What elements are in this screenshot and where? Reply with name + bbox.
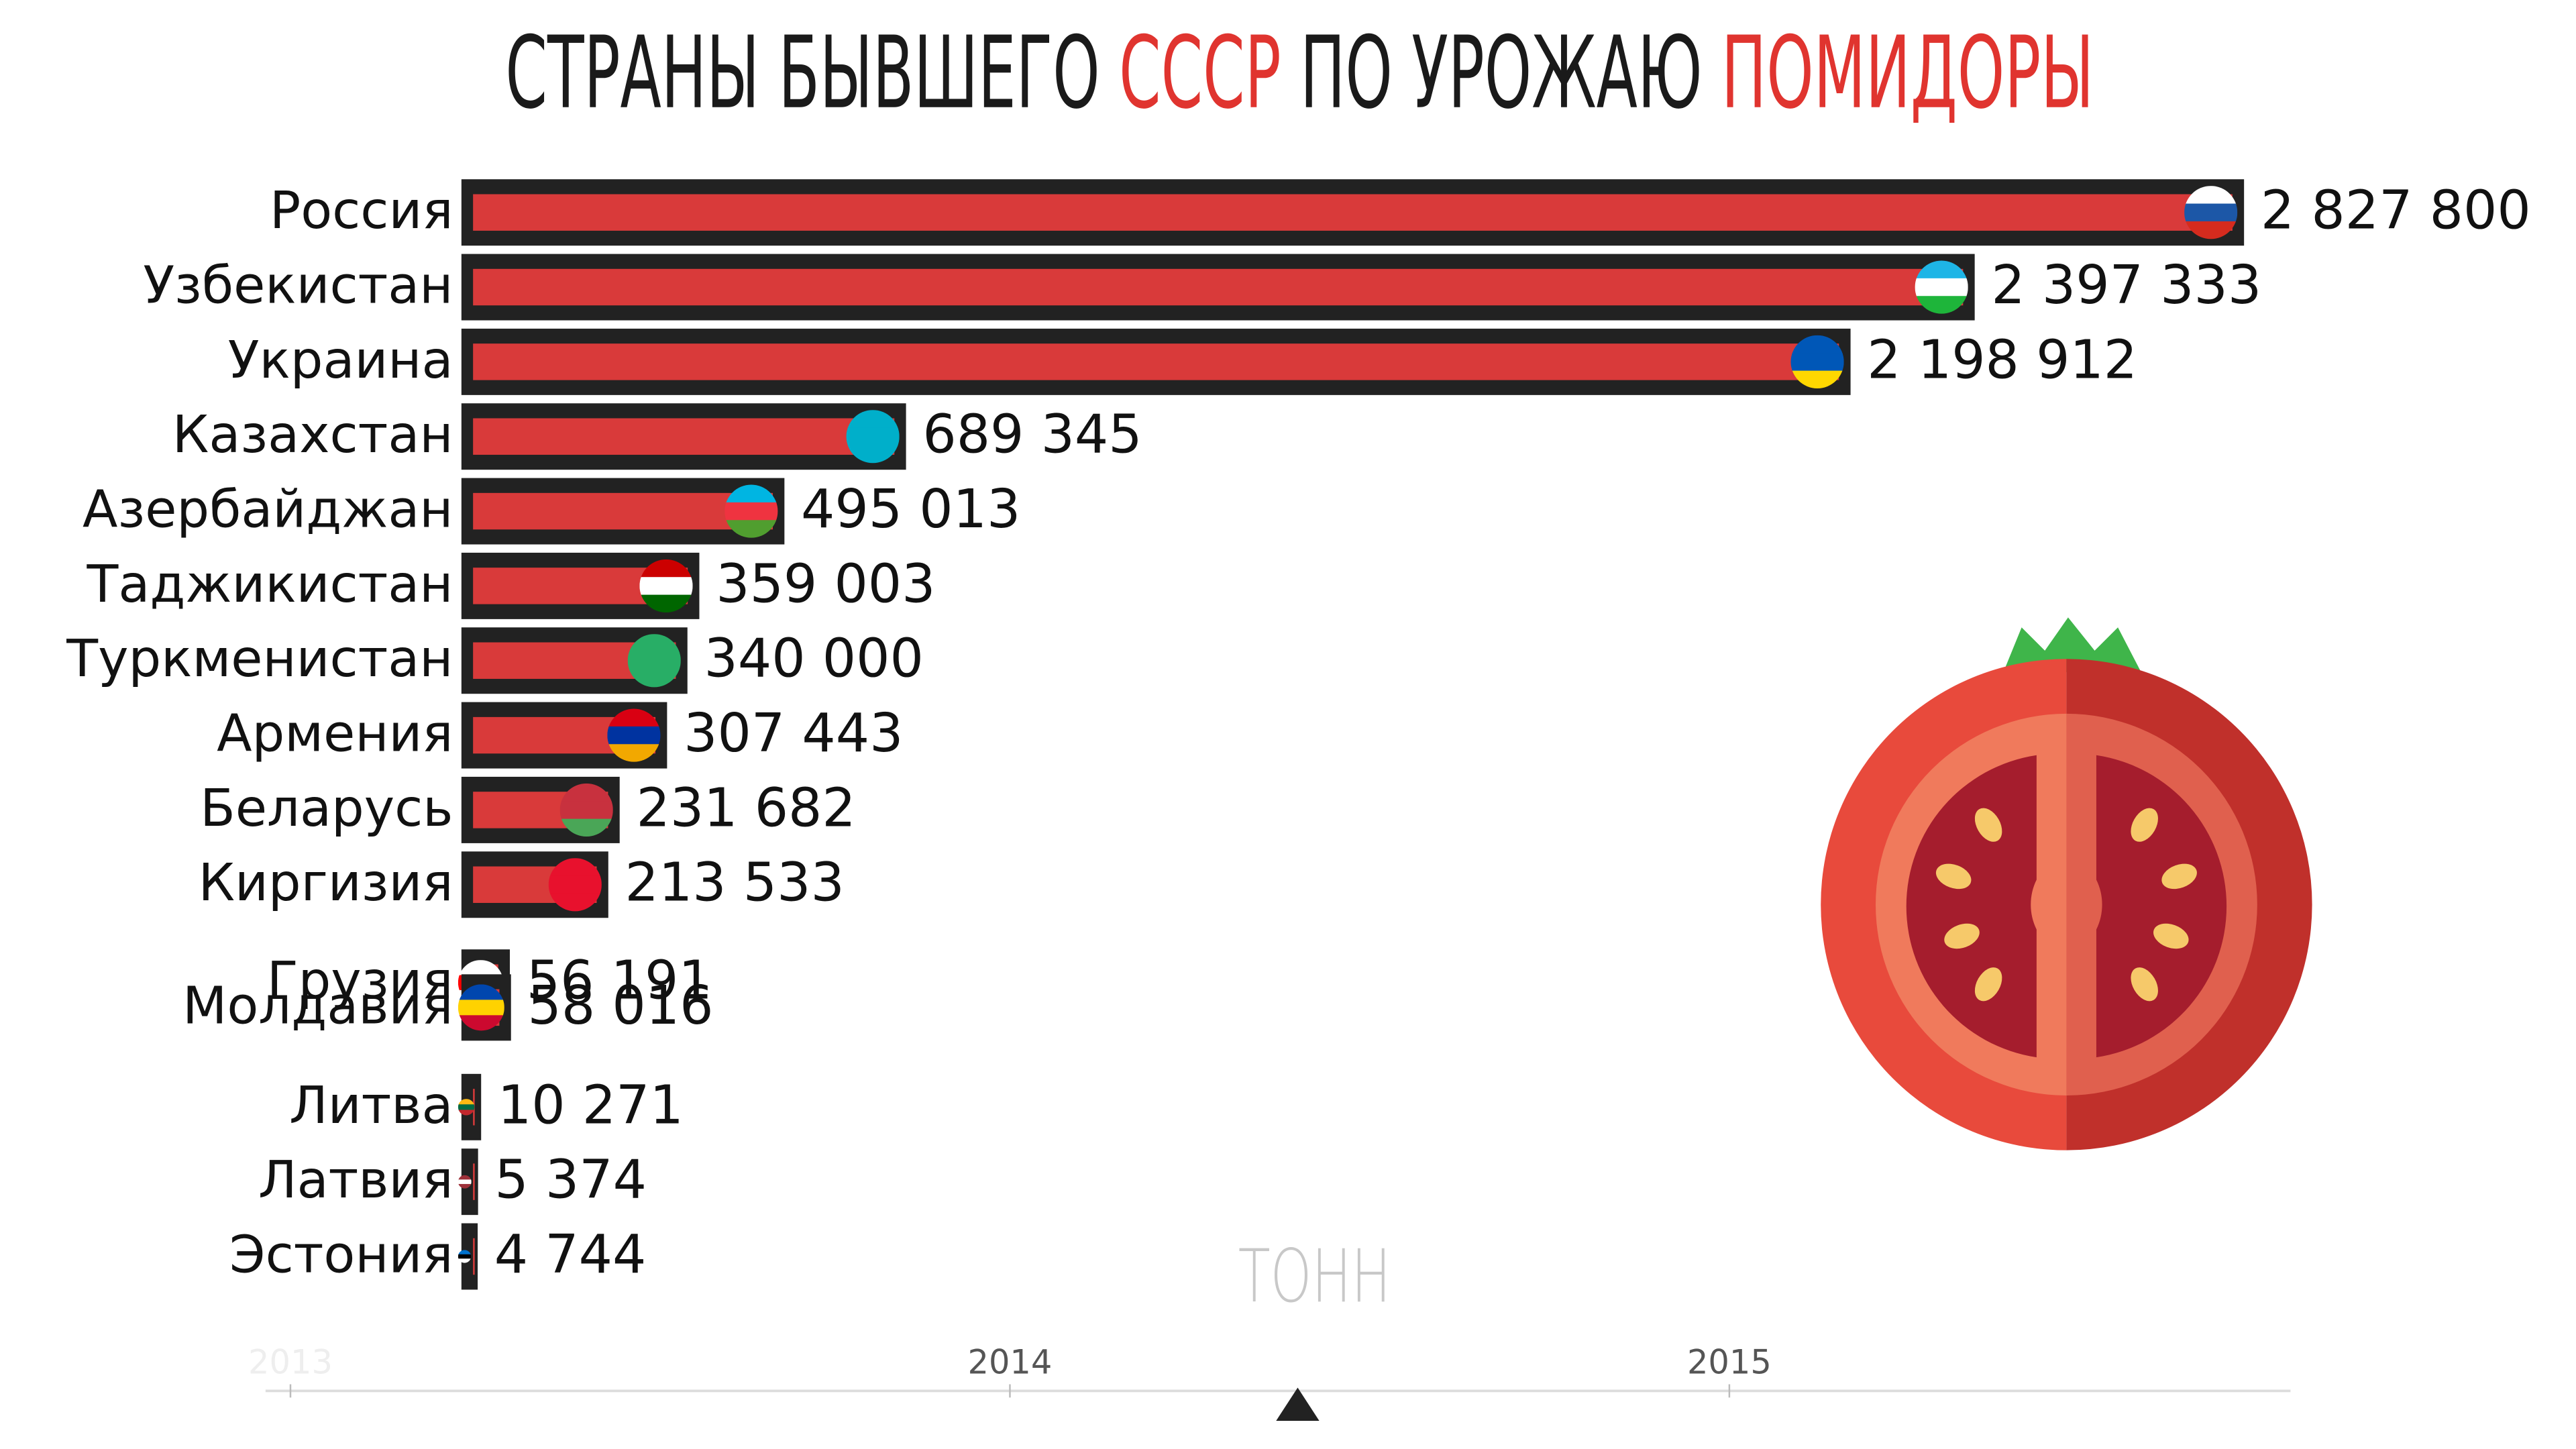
chart-title: СТРАНЫ БЫВШЕГО СССР ПО УРОЖАЮ ПОМИДОРЫ — [505, 15, 2094, 131]
title-part: СССР — [1119, 15, 1281, 131]
value-label: 689 345 — [922, 404, 1142, 466]
flag-stripe — [724, 502, 778, 521]
flag-stripe — [458, 1183, 472, 1189]
flag-stripe — [559, 801, 613, 820]
flag-stripe — [458, 1179, 472, 1185]
flag-stripe — [639, 577, 693, 596]
flag-stripe — [458, 1110, 475, 1116]
y-tick-label: Азербайджан — [83, 480, 453, 540]
value-label: 10 271 — [498, 1074, 684, 1136]
value-label: 56 191 — [527, 950, 712, 1012]
y-tick-label: Россия — [270, 181, 453, 241]
y-tick-label: Молдавия — [182, 976, 453, 1036]
flag-stripe — [627, 651, 681, 671]
timeline-tick-label: 2014 — [967, 1342, 1052, 1381]
flag-stripe — [458, 1175, 472, 1181]
y-tick-label: Киргизия — [199, 853, 453, 913]
timeline-tick-label: 2013 — [248, 1342, 333, 1381]
y-tick-label: Латвия — [258, 1150, 453, 1210]
unit-label: ТОНН — [1238, 1234, 1391, 1319]
title-part: СТРАНЫ БЫВШЕГО — [505, 15, 1099, 131]
flag-icon — [458, 1250, 472, 1263]
y-tick-label: Украина — [228, 331, 453, 390]
flag-stripe — [1790, 353, 1844, 372]
flag-icon — [458, 1175, 472, 1189]
value-label: 307 443 — [684, 702, 903, 764]
y-tick-label: Армения — [217, 704, 453, 764]
bar — [473, 1163, 475, 1200]
flag-stripe — [458, 960, 504, 976]
y-tick-label: Казахстан — [172, 405, 453, 465]
flag-stripe — [458, 1254, 472, 1260]
y-tick-label: Таджикистан — [87, 555, 453, 614]
bar — [473, 194, 2233, 231]
flag-icon — [458, 1099, 475, 1116]
flag-stripe — [458, 1099, 475, 1106]
value-label: 2 198 912 — [1867, 329, 2137, 390]
bar — [473, 343, 1839, 380]
flag-stripe — [458, 1250, 472, 1256]
y-tick-label: Литва — [289, 1076, 453, 1136]
value-label: 2 827 800 — [2261, 180, 2531, 241]
value-label: 2 397 333 — [1991, 254, 2261, 316]
tomato-illustration — [1821, 617, 2312, 1150]
flag-stripe — [2184, 203, 2238, 223]
y-tick-label: Узбекистан — [143, 256, 453, 315]
value-label: 58 016 — [527, 975, 713, 1036]
bar — [473, 268, 1964, 306]
value-label: 4 744 — [494, 1224, 647, 1285]
flag-icon — [559, 783, 613, 837]
flag-stripe — [458, 1015, 504, 1031]
bar — [473, 1238, 475, 1275]
value-label: 231 682 — [636, 777, 855, 839]
value-label: 359 003 — [716, 553, 935, 614]
value-label: 340 000 — [704, 628, 923, 690]
timeline-marker — [1276, 1387, 1320, 1421]
flag-stripe — [458, 1104, 475, 1111]
bar — [473, 492, 773, 530]
value-label: 213 533 — [625, 852, 845, 914]
y-tick-label: Эстония — [229, 1225, 453, 1285]
value-label: 495 013 — [801, 478, 1020, 540]
flag-stripe — [458, 1258, 472, 1263]
flag-stripe — [607, 726, 661, 745]
flag-stripe — [846, 427, 900, 447]
value-label: 5 374 — [494, 1149, 647, 1211]
y-tick-label: Туркменистан — [66, 629, 453, 689]
title-part: ПОМИДОРЫ — [1721, 15, 2094, 131]
bar — [473, 418, 895, 455]
y-tick-label: Беларусь — [200, 779, 453, 839]
flag-stripe — [1915, 278, 1968, 297]
title-part: ПО УРОЖАЮ — [1300, 15, 1702, 131]
flag-stripe — [458, 1000, 504, 1016]
flag-stripe — [548, 875, 602, 895]
flag-icon — [1790, 335, 1844, 388]
y-tick-label: Грузия — [267, 951, 453, 1011]
timeline-tick-label: 2015 — [1687, 1342, 1772, 1381]
